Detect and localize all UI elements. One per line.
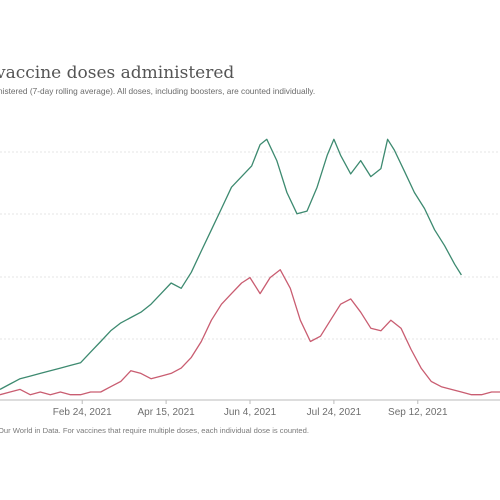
series-line-1 [0, 138, 462, 390]
x-tick-label: Feb 24, 2021 [53, 407, 112, 418]
x-tick-label: Jul 24, 2021 [307, 407, 362, 418]
x-axis: Feb 24, 2021 Apr 15, 2021 Jun 4, 2021 Jul 2… [53, 400, 448, 418]
x-tick-label: Jun 4, 2021 [224, 407, 277, 418]
x-tick-label: Sep 12, 2021 [388, 407, 448, 418]
chart-source-note: Our World in Data. For vaccines that req… [0, 426, 309, 435]
chart-title: vaccine doses administered [0, 63, 235, 83]
series-line-2 [0, 269, 500, 396]
series-lines [0, 138, 500, 396]
grid-lines [0, 151, 500, 401]
x-tick-label: Apr 15, 2021 [137, 407, 195, 418]
chart-subtitle: nistered (7-day rolling average). All do… [0, 86, 316, 96]
